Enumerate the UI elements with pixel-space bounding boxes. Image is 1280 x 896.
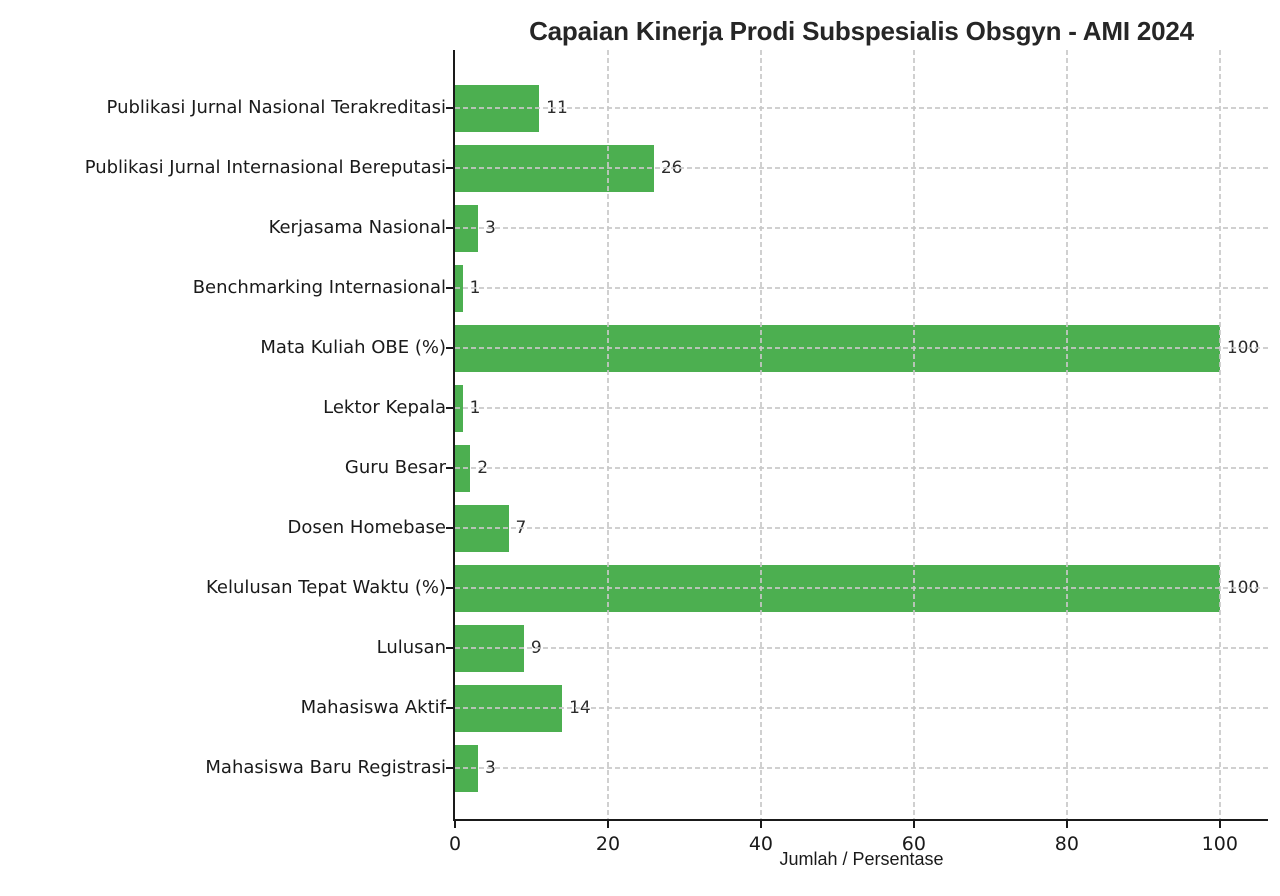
x-axis-label: Jumlah / Persentase [779, 849, 944, 869]
bar-value-label: 2 [477, 458, 489, 478]
bars-layer: 11 26 3 1 100 1 2 7 100 9 14 3 [455, 50, 1268, 819]
x-tick-label: 0 [448, 833, 462, 855]
bar [455, 684, 563, 732]
bar-value-label: 14 [569, 698, 591, 718]
y-tick-mark [446, 107, 453, 109]
bar-value-label: 100 [1226, 338, 1260, 358]
x-tick-mark [606, 821, 609, 828]
y-tick-label: Dosen Homebase [287, 517, 446, 538]
y-tick-mark [446, 347, 453, 349]
x-tick-label: 20 [595, 833, 621, 855]
bar-value-label: 100 [1226, 578, 1260, 598]
y-tick-mark [446, 167, 453, 169]
x-tick-label: 40 [748, 833, 774, 855]
chart-title: Capaian Kinerja Prodi Subspesialis Obsgy… [529, 16, 1194, 46]
bar-value-label: 11 [546, 98, 568, 118]
y-tick-mark [446, 407, 453, 409]
y-tick-mark [446, 467, 453, 469]
y-tick-mark [446, 767, 453, 769]
bar [455, 144, 654, 192]
bar-value-label: 3 [484, 218, 496, 238]
y-tick-label: Benchmarking Internasional [192, 277, 446, 298]
bar-value-label: 1 [469, 398, 481, 418]
x-axis-spine [453, 819, 1268, 821]
x-tick-label: 100 [1201, 833, 1238, 855]
bar [455, 204, 478, 252]
y-tick-label: Kerjasama Nasional [268, 217, 446, 238]
bar [455, 444, 471, 492]
bar [455, 264, 463, 312]
x-tick-mark [912, 821, 915, 828]
y-tick-mark [446, 707, 453, 709]
y-tick-label: Guru Besar [344, 457, 446, 478]
bar-value-label: 3 [484, 758, 496, 778]
y-tick-mark [446, 647, 453, 649]
x-tick-mark [1065, 821, 1068, 828]
bar-value-label: 7 [515, 518, 527, 538]
bar [455, 624, 524, 672]
y-tick-mark [446, 587, 453, 589]
x-tick-mark [759, 821, 762, 828]
bar [455, 744, 478, 792]
y-tick-label: Publikasi Jurnal Nasional Terakreditasi [106, 97, 446, 118]
y-tick-label: Mata Kuliah OBE (%) [260, 337, 446, 358]
plot-area: 11 26 3 1 100 1 2 7 100 9 14 3 0 20 40 60 80 100 [446, 50, 1268, 855]
y-tick-label: Lektor Kepala [323, 397, 446, 418]
y-axis-spine [453, 50, 455, 821]
y-tick-mark [446, 227, 453, 229]
bar [455, 384, 463, 432]
bar-value-label: 26 [660, 158, 683, 178]
bar [455, 324, 1220, 372]
y-tick-label: Lulusan [376, 637, 446, 658]
x-tick-label: 60 [901, 833, 926, 855]
x-tick-mark [454, 821, 456, 828]
y-tick-label: Kelulusan Tepat Waktu (%) [205, 577, 446, 598]
y-tick-mark [446, 287, 453, 289]
y-tick-label: Publikasi Jurnal Internasional Bereputas… [84, 157, 446, 178]
x-tick-mark [1218, 821, 1221, 828]
bar-value-label: 1 [469, 278, 481, 298]
bar [455, 84, 540, 132]
y-tick-mark [446, 527, 453, 529]
x-tick-label: 80 [1054, 833, 1079, 855]
bar [455, 504, 509, 552]
y-tick-label: Mahasiswa Baru Registrasi [205, 757, 446, 778]
bar-value-label: 9 [530, 638, 542, 658]
y-tick-label: Mahasiswa Aktif [300, 697, 446, 718]
bar [455, 564, 1220, 612]
